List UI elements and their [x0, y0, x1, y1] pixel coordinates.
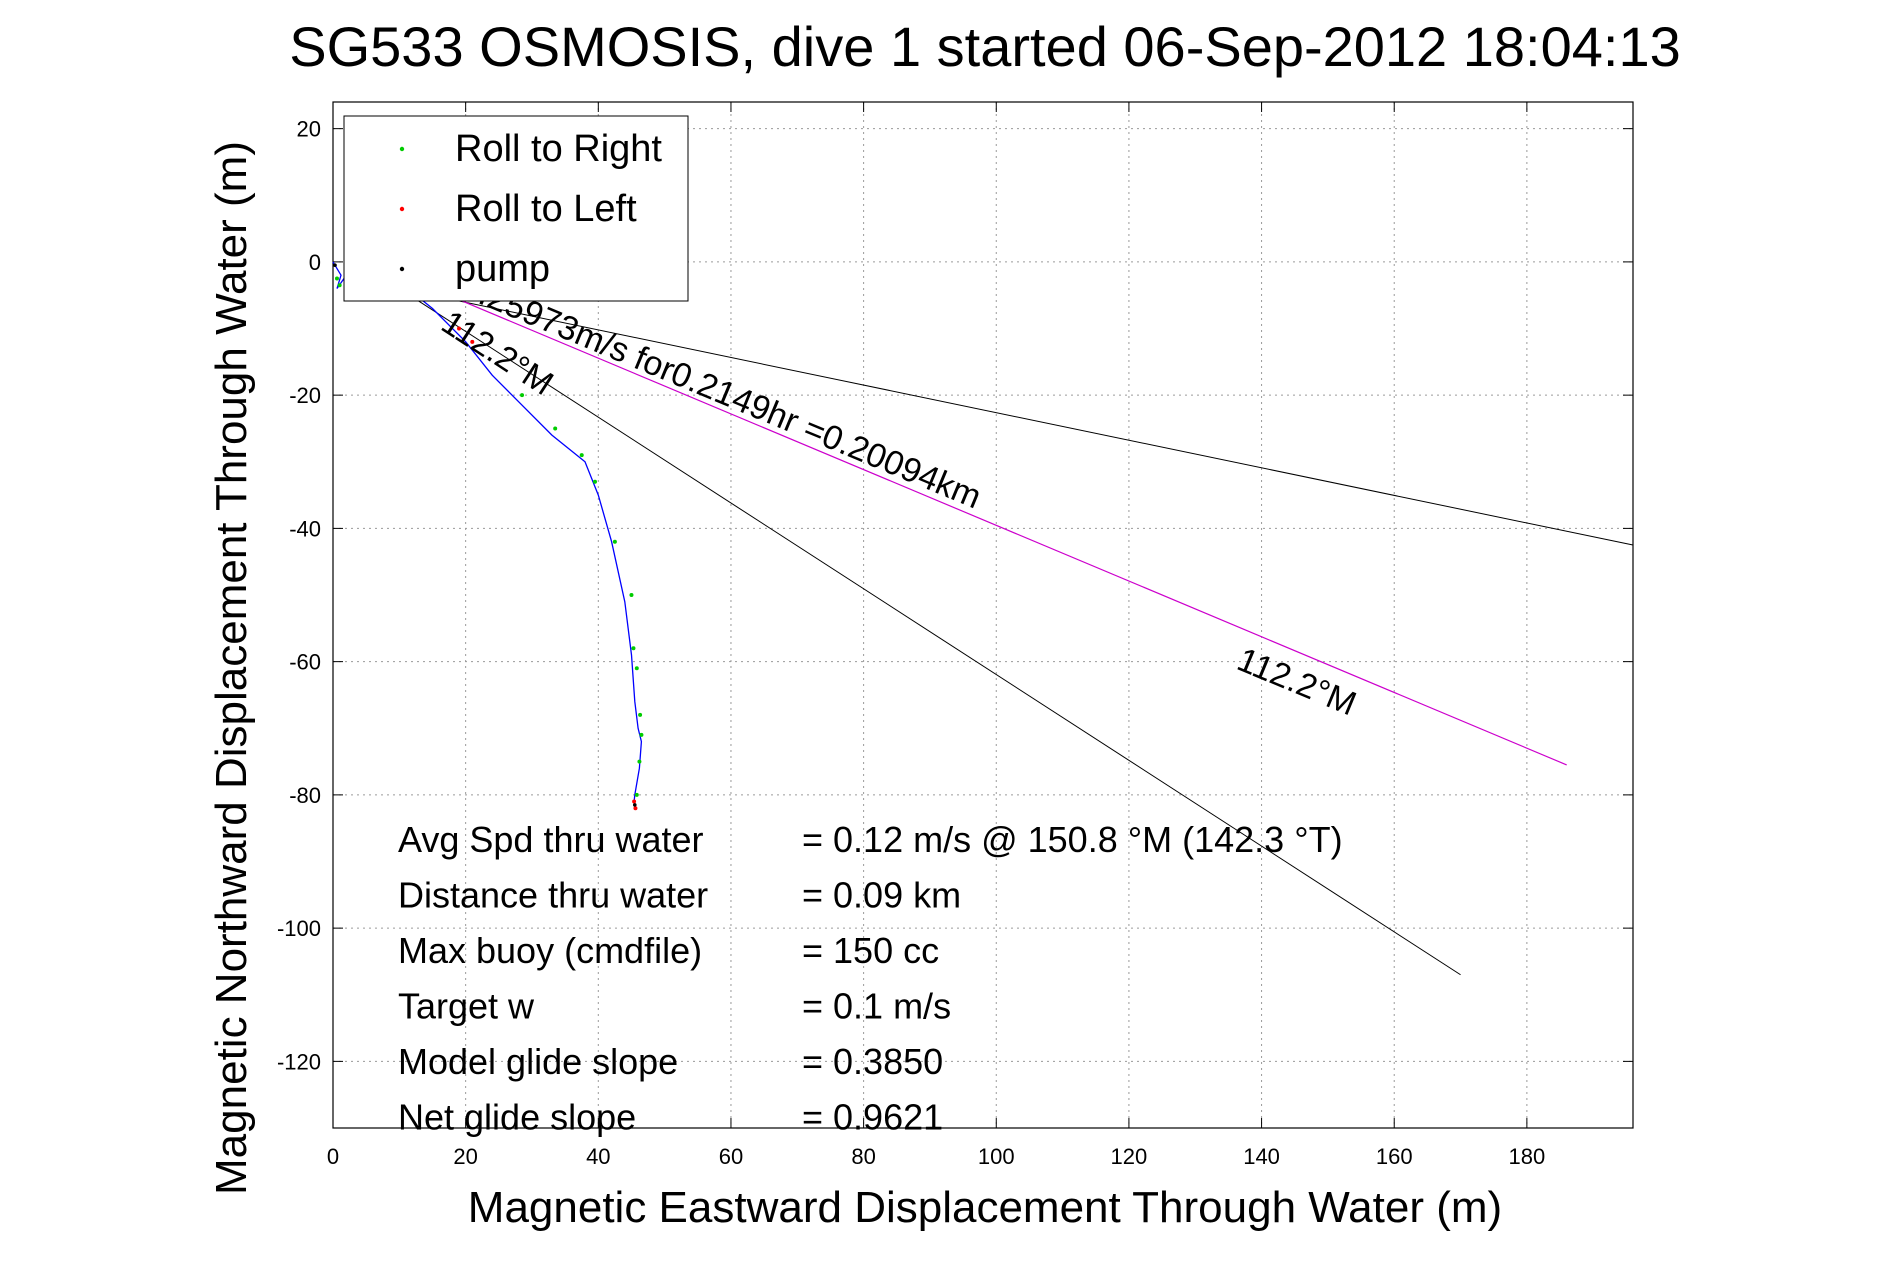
roll-right-point — [592, 479, 597, 484]
legend-label: Roll to Left — [455, 188, 637, 230]
roll-right-point — [634, 792, 639, 797]
x-tick-label: 60 — [719, 1144, 743, 1169]
pump-point — [632, 803, 637, 807]
roll-right-point — [579, 453, 584, 458]
stat-value: = 0.12 m/s @ 150.8 °M (142.3 °T) — [802, 819, 1343, 860]
stat-label: Avg Spd thru water — [398, 819, 704, 860]
x-tick-label: 20 — [453, 1144, 477, 1169]
roll-left-point — [632, 799, 637, 804]
stat-value: = 0.1 m/s — [802, 986, 951, 1027]
pump-point — [333, 263, 337, 268]
legend: Roll to Right Roll to Left pump — [343, 115, 689, 302]
x-tick-label: 80 — [851, 1144, 875, 1169]
reference-lines — [399, 287, 1634, 976]
x-tick-label: 40 — [586, 1144, 610, 1169]
y-tick-label: -60 — [289, 650, 321, 675]
y-axis-label: Magnetic Northward Displacement Through … — [207, 141, 256, 1195]
roll-right-point — [337, 283, 342, 288]
legend-marker — [399, 206, 405, 212]
roll-right-point — [631, 646, 636, 651]
stat-value: = 0.3850 — [802, 1041, 943, 1082]
x-tick-label: 180 — [1509, 1144, 1546, 1169]
y-tick-label: 0 — [309, 250, 321, 275]
stat-value: = 150 cc — [802, 930, 939, 971]
y-tick-label: 20 — [297, 117, 321, 142]
stats-block: Avg Spd thru water = 0.12 m/s @ 150.8 °M … — [398, 819, 1343, 1138]
stat-label: Max buoy (cmdfile) — [398, 930, 702, 971]
heading-line — [399, 288, 1634, 546]
stat-value: = 0.9621 — [802, 1097, 943, 1138]
x-tick-label: 120 — [1111, 1144, 1148, 1169]
roll-right-point — [634, 666, 639, 671]
roll-right-point — [638, 712, 643, 717]
x-tick-label: 140 — [1243, 1144, 1280, 1169]
roll-right-point — [520, 393, 525, 398]
stat-label: Net glide slope — [398, 1097, 636, 1138]
roll-right-point — [637, 759, 642, 764]
roll-right-point — [612, 539, 617, 544]
velocity-line — [432, 287, 1567, 766]
roll-left-point — [470, 339, 475, 344]
legend-label: Roll to Right — [455, 128, 662, 170]
legend-marker — [399, 146, 405, 152]
chart-title: SG533 OSMOSIS, dive 1 started 06-Sep-201… — [289, 15, 1681, 78]
roll-right-point — [553, 426, 558, 431]
y-tick-label: -80 — [289, 783, 321, 808]
heading-line — [399, 288, 1461, 976]
roll-right-point — [334, 276, 339, 281]
y-tick-label: -120 — [277, 1049, 321, 1074]
plot-area-frame — [332, 101, 1634, 1129]
legend-marker — [399, 266, 405, 272]
stat-label: Target w — [398, 986, 535, 1027]
legend-label: pump — [455, 248, 550, 290]
roll-left-point — [633, 806, 638, 811]
stat-label: Model glide slope — [398, 1041, 678, 1082]
x-tick-label: 100 — [978, 1144, 1015, 1169]
x-tick-label: 160 — [1376, 1144, 1413, 1169]
stat-value: = 0.09 km — [802, 875, 961, 916]
roll-right-point — [629, 593, 634, 598]
x-tick-label: 0 — [327, 1144, 339, 1169]
axis-ticks: 0 20 40 60 80 100 120 140 160 180200-20-40-60-80-… — [277, 102, 1633, 1169]
y-tick-label: -20 — [289, 383, 321, 408]
roll-right-point — [639, 732, 644, 737]
stat-label: Distance thru water — [398, 875, 708, 916]
y-tick-label: -40 — [289, 516, 321, 541]
roll-left-point — [457, 326, 462, 331]
y-tick-label: -100 — [277, 916, 321, 941]
x-axis-label: Magnetic Eastward Displacement Through W… — [468, 1183, 1502, 1232]
